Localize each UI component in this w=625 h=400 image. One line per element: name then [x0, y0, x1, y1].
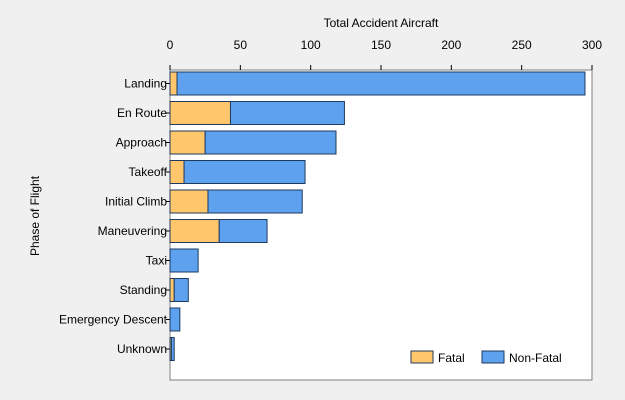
y-tick-label: Taxi [146, 254, 167, 268]
legend: Fatal Non-Fatal [410, 350, 562, 365]
x-tick-label: 100 [301, 38, 321, 52]
bar-non-fatal [169, 248, 199, 273]
legend-swatch [481, 350, 505, 364]
y-axis-labels: Landing En Route Approach Takeoff Initial Cl… [59, 77, 170, 356]
bar-fatal [169, 219, 220, 243]
legend-swatch [410, 350, 434, 364]
x-tick-label: 250 [512, 38, 532, 52]
bar-fatal [169, 101, 231, 125]
bar-fatal [169, 278, 175, 302]
bars [169, 71, 586, 361]
y-tick-label: Landing [124, 77, 167, 91]
bar-non-fatal [169, 307, 181, 332]
y-tick-label: Unknown [117, 342, 167, 356]
bar-non-fatal [176, 71, 586, 96]
x-tick-label: 150 [371, 38, 391, 52]
bar-fatal [169, 160, 185, 184]
y-tick-label: Initial Climb [105, 195, 167, 209]
bar-non-fatal [229, 101, 345, 125]
x-axis-ticks: 0 50 100 150 200 250 300 [167, 38, 602, 70]
x-axis-title: Total Accident Aircraft [324, 16, 439, 30]
bar-non-fatal [207, 189, 303, 214]
bar-fatal [169, 130, 206, 155]
y-tick-label: Approach [116, 136, 167, 150]
legend-label: Non-Fatal [509, 351, 562, 365]
y-tick-label: Standing [120, 283, 167, 297]
x-tick-label: 0 [167, 38, 174, 52]
legend-label: Fatal [438, 351, 465, 365]
bar-fatal [169, 189, 209, 214]
y-tick-label: En Route [117, 106, 167, 120]
y-tick-label: Takeoff [129, 165, 168, 179]
bar-non-fatal [173, 278, 189, 302]
bar-non-fatal [170, 337, 175, 361]
bar-non-fatal [183, 160, 306, 184]
y-tick-label: Maneuvering [98, 224, 167, 238]
bar-fatal [169, 71, 178, 96]
x-tick-label: 200 [441, 38, 461, 52]
y-axis-title: Phase of Flight [28, 175, 42, 256]
x-tick-label: 300 [582, 38, 602, 52]
x-tick-label: 50 [234, 38, 248, 52]
bar-non-fatal [218, 219, 268, 243]
y-tick-label: Emergency Descent [59, 313, 168, 327]
bar-non-fatal [204, 130, 337, 155]
